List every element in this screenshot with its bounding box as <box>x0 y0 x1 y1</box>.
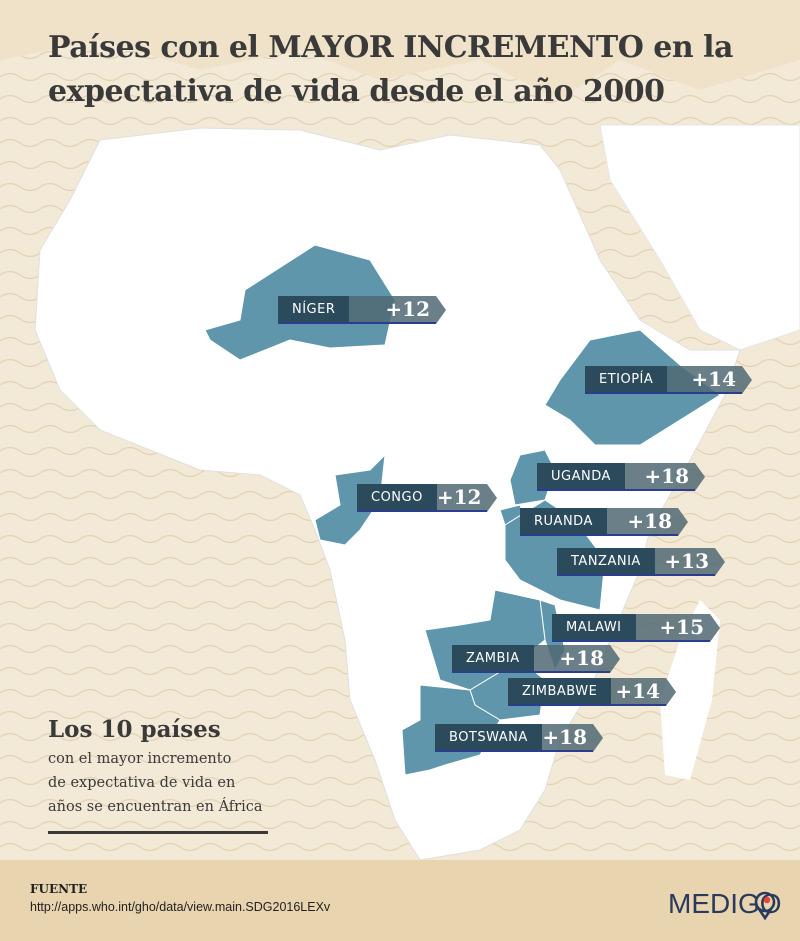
madagascar <box>660 600 720 780</box>
arabia-landmass <box>599 124 800 351</box>
label-zambia: ZAMBIA +18 <box>452 645 620 673</box>
country-name: ZIMBABWE <box>508 678 612 706</box>
divider <box>48 831 268 834</box>
country-value: +14 <box>667 366 742 394</box>
footer: FUENTE http://apps.who.int/gho/data/view… <box>0 860 800 941</box>
country-name: NÍGER <box>278 296 350 324</box>
country-value: +18 <box>533 645 610 673</box>
country-value: +12 <box>436 484 488 512</box>
label-rwanda: RUANDA +18 <box>520 508 688 536</box>
summary-line-3: años se encuentran en África <box>48 799 263 815</box>
arrow-tip-icon <box>710 614 720 642</box>
country-value: +18 <box>624 463 695 491</box>
summary-line-1: con el mayor incremento <box>48 751 232 767</box>
title-line-2: expectativa de vida desde el año 2000 <box>48 74 665 109</box>
arrow-tip-icon <box>715 548 725 576</box>
label-zimbabwe: ZIMBABWE +14 <box>508 678 676 706</box>
country-name: CONGO <box>357 484 437 512</box>
source-label: FUENTE <box>30 882 88 896</box>
arrow-tip-icon <box>610 645 620 673</box>
arrow-tip-icon <box>742 366 752 394</box>
country-name: UGANDA <box>537 463 625 491</box>
map-pin-icon <box>754 891 776 921</box>
source-url: http://apps.who.int/gho/data/view.main.S… <box>30 900 331 914</box>
label-botswana: BOTSWANA +18 <box>435 724 603 752</box>
country-name: ZAMBIA <box>452 645 534 673</box>
country-name: RUANDA <box>520 508 607 536</box>
europe-landmass <box>0 0 800 100</box>
arrow-tip-icon <box>666 678 676 706</box>
country-value: +14 <box>611 678 666 706</box>
summary-heading: Los 10 países <box>48 716 221 743</box>
summary-line-2: de expectativa de vida en <box>48 775 236 791</box>
arrow-tip-icon <box>436 296 446 324</box>
label-malawi: MALAWI +15 <box>552 614 720 642</box>
label-ethiopia: ETIOPÍA +14 <box>585 366 752 394</box>
country-value: +18 <box>541 724 593 752</box>
country-congo <box>314 453 386 546</box>
title-line-1: Países con el MAYOR INCREMENTO en la <box>48 30 733 65</box>
country-name: TANZANIA <box>557 548 655 576</box>
label-uganda: UGANDA +18 <box>537 463 705 491</box>
country-value: +18 <box>606 508 678 536</box>
country-name: ETIOPÍA <box>585 366 668 394</box>
label-congo: CONGO +12 <box>357 484 498 512</box>
arrow-tip-icon <box>593 724 603 752</box>
country-value: +13 <box>654 548 715 576</box>
country-value: +15 <box>635 614 710 642</box>
arrow-tip-icon <box>678 508 688 536</box>
arrow-tip-icon <box>487 484 498 512</box>
label-niger: NÍGER +12 <box>278 296 446 324</box>
arrow-tip-icon <box>695 463 705 491</box>
label-tanzania: TANZANIA +13 <box>557 548 725 576</box>
summary-text: Los 10 países con el mayor incremento de… <box>48 716 268 834</box>
page-title: Países con el MAYOR INCREMENTO en la exp… <box>48 26 768 114</box>
country-name: BOTSWANA <box>435 724 542 752</box>
country-name: MALAWI <box>552 614 636 642</box>
country-value: +12 <box>349 296 436 324</box>
